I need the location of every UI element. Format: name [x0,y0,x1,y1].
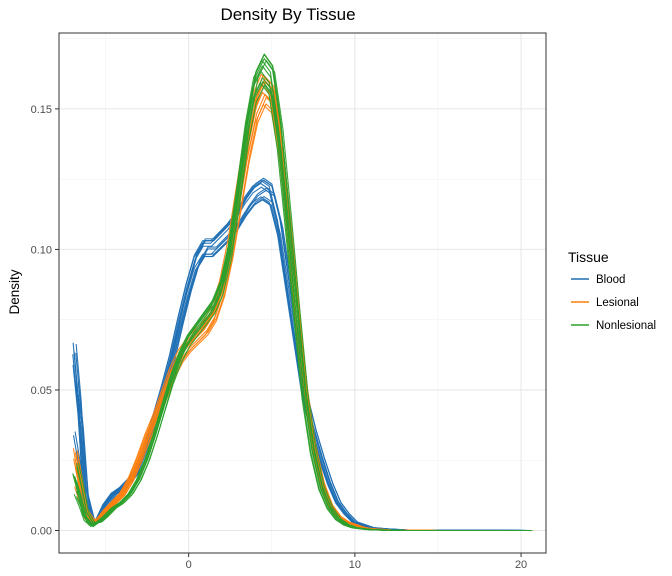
density-line-nonlesional [77,59,533,532]
y-tick-label: 0.00 [31,526,52,538]
legend-label-blood: Blood [596,274,625,286]
y-tick-label: 0.15 [31,104,52,116]
legend-title: Tissue [568,249,609,265]
y-axis-title: Density [7,269,22,314]
y-tick-label: 0.05 [31,385,52,397]
legend: Tissue Blood Lesional Nonlesional [568,249,656,332]
legend-entries: Blood Lesional Nonlesional [571,274,656,332]
panel-border [58,32,547,554]
x-tick-label: 10 [349,559,361,571]
chart-title: Density By Tissue [220,5,355,24]
y-tick-label: 0.10 [31,244,52,256]
axes: 0 10 20 0.00 0.05 0.10 0.15 [31,32,547,571]
density-line-lesional [77,103,532,532]
series-nonlesional [72,53,533,532]
density-line-nonlesional [74,77,529,532]
legend-label-lesional: Lesional [596,297,639,309]
x-tick-label: 0 [186,559,192,571]
density-curves [72,53,533,532]
x-tick-label: 20 [515,559,527,571]
legend-label-nonlesional: Nonlesional [596,320,656,332]
